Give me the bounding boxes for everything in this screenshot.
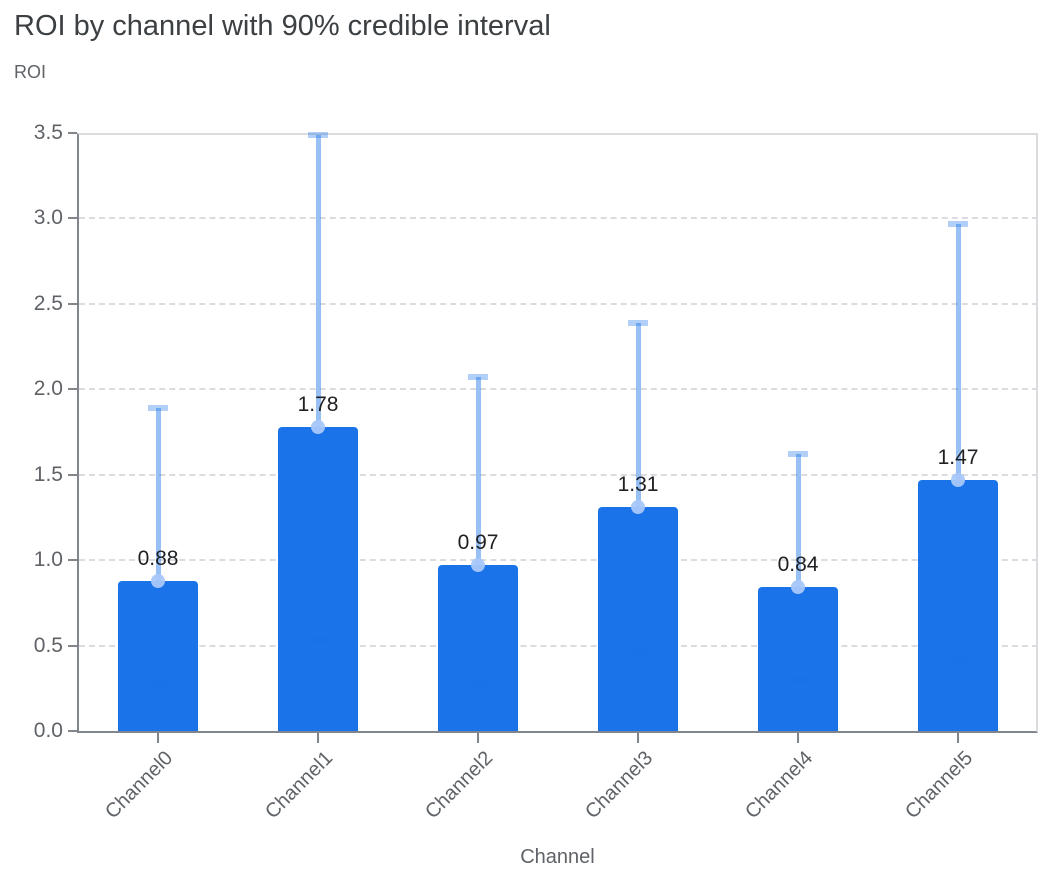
bar — [598, 507, 678, 731]
gridline — [79, 217, 1038, 220]
bar-value-label: 1.47 — [937, 445, 979, 469]
gridline — [79, 302, 1038, 305]
error-bar-cap-upper — [948, 220, 968, 227]
y-tick-mark — [68, 132, 77, 134]
y-tick-mark — [68, 644, 77, 647]
x-tick-mark — [957, 733, 959, 743]
y-tick-mark — [68, 388, 77, 391]
x-tick-mark — [157, 733, 159, 743]
y-tick-label: 2.5 — [33, 291, 63, 315]
x-tick-label: Channel4 — [741, 747, 818, 824]
y-tick-label: 0.0 — [33, 719, 63, 742]
error-bar-stem — [475, 377, 481, 684]
bar — [918, 479, 998, 731]
error-bar-cap-upper — [788, 451, 808, 458]
x-tick-mark — [797, 733, 799, 743]
y-tick-label: 0.5 — [33, 633, 63, 657]
error-bar-cap-upper — [148, 405, 168, 412]
error-bar-stem — [795, 454, 801, 680]
error-bar-cap-lower — [948, 657, 968, 664]
error-bar-cap-upper — [468, 374, 488, 381]
y-tick-mark — [68, 730, 77, 732]
bar-value-label: 1.78 — [297, 392, 339, 416]
x-axis-title: Channel — [520, 846, 595, 868]
x-tick-mark — [637, 733, 639, 743]
error-bar-cap-upper — [628, 319, 648, 326]
gridline — [79, 388, 1038, 391]
error-bar-cap-lower — [788, 676, 808, 683]
gridline — [79, 644, 1038, 647]
y-tick-mark — [68, 473, 77, 476]
y-tick-mark — [68, 559, 77, 562]
y-tick-label: 1.0 — [33, 548, 63, 572]
x-tick-label: Channel2 — [421, 747, 498, 824]
error-bar-stem — [635, 322, 641, 651]
bar-value-label: 1.31 — [617, 473, 659, 497]
y-axis-title: ROI — [14, 62, 47, 82]
error-bar-cap-lower — [148, 681, 168, 688]
bar — [118, 580, 198, 731]
bar-value-label: 0.88 — [137, 546, 179, 570]
y-tick-label: 1.5 — [33, 462, 63, 486]
error-bar-stem — [155, 408, 161, 685]
bar — [438, 565, 518, 731]
bar-value-label: 0.97 — [457, 531, 499, 555]
x-tick-mark — [477, 733, 479, 743]
y-tick-mark — [68, 302, 77, 305]
mean-marker-dot — [791, 580, 805, 595]
chart-title: ROI by channel with 90% credible interva… — [14, 10, 551, 42]
error-bar-cap-upper — [308, 131, 328, 138]
x-tick-label: Channel5 — [901, 747, 978, 824]
x-tick-label: Channel3 — [581, 747, 658, 824]
bar — [758, 587, 838, 731]
gridline — [79, 473, 1038, 476]
x-tick-mark — [317, 733, 319, 743]
bar — [278, 426, 358, 731]
y-tick-label: 3.0 — [33, 206, 63, 230]
error-bar-cap-lower — [628, 647, 648, 654]
bar-value-label: 0.84 — [777, 553, 819, 577]
x-tick-label: Channel1 — [261, 747, 338, 824]
mean-marker-dot — [311, 419, 325, 434]
plot-area — [77, 133, 1038, 733]
error-bar-cap-lower — [308, 637, 328, 644]
y-tick-label: 2.0 — [33, 377, 63, 401]
mean-marker-dot — [631, 500, 645, 515]
mean-marker-dot — [471, 558, 485, 573]
mean-marker-dot — [951, 472, 965, 487]
x-tick-label: Channel0 — [101, 747, 178, 824]
error-bar-stem — [955, 223, 961, 661]
error-bar-cap-lower — [468, 680, 488, 687]
mean-marker-dot — [151, 573, 165, 588]
error-bar-stem — [315, 134, 321, 641]
y-tick-mark — [68, 217, 77, 220]
y-tick-label: 3.5 — [33, 121, 63, 144]
gridline — [79, 559, 1038, 562]
